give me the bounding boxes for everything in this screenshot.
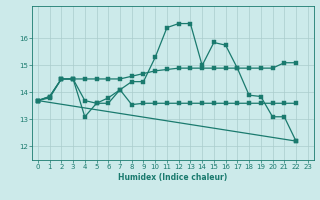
- X-axis label: Humidex (Indice chaleur): Humidex (Indice chaleur): [118, 173, 228, 182]
